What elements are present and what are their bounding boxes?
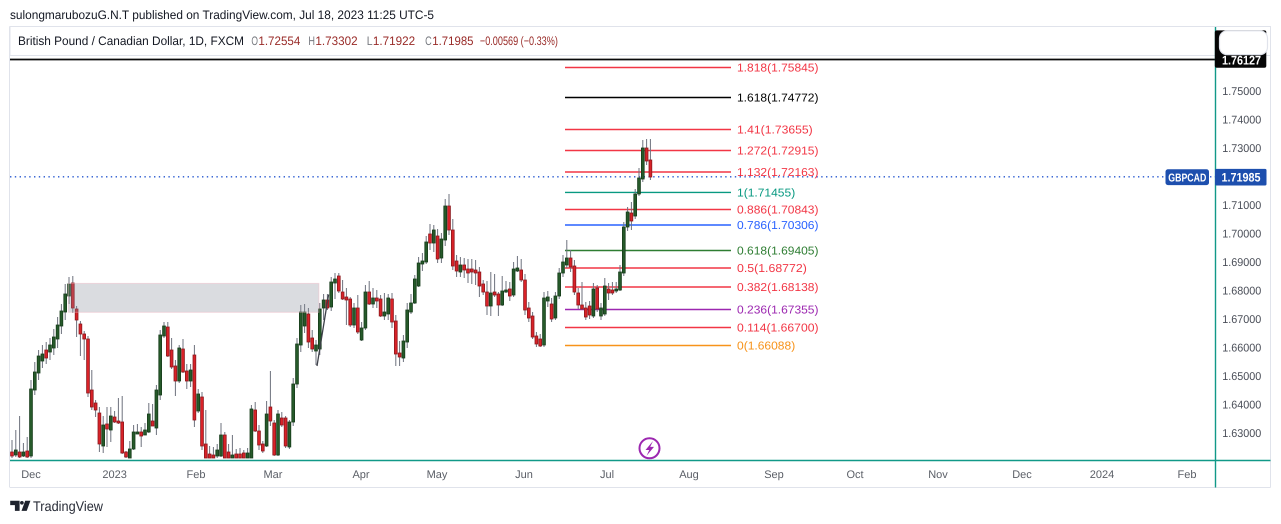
svg-text:1.69000: 1.69000 [1222, 257, 1261, 269]
svg-text:0.786(1.70306): 0.786(1.70306) [737, 220, 819, 232]
svg-text:TradingView: TradingView [33, 498, 104, 514]
svg-text:1.75000: 1.75000 [1222, 86, 1261, 98]
svg-text:Jul: Jul [600, 469, 614, 481]
svg-text:British Pound / Canadian Dolla: British Pound / Canadian Dollar, 1D, FXC… [18, 34, 244, 48]
svg-text:0.5(1.68772): 0.5(1.68772) [737, 263, 807, 275]
svg-text:Apr: Apr [352, 469, 369, 481]
svg-text:Dec: Dec [1012, 469, 1032, 481]
svg-text:1.71000: 1.71000 [1222, 200, 1261, 212]
svg-text:1.73000: 1.73000 [1222, 143, 1261, 155]
svg-text:Dec: Dec [21, 469, 41, 481]
svg-text:1.74000: 1.74000 [1222, 115, 1261, 127]
svg-text:1.71985: 1.71985 [432, 34, 473, 48]
svg-text:1.818(1.75845): 1.818(1.75845) [737, 63, 819, 75]
svg-text:Feb: Feb [1178, 469, 1197, 481]
svg-text:0(1.66088): 0(1.66088) [737, 341, 795, 353]
svg-text:1.132(1.72163): 1.132(1.72163) [737, 167, 819, 179]
svg-text:1.76127: 1.76127 [1222, 53, 1261, 67]
svg-text:Nov: Nov [928, 469, 948, 481]
svg-text:Jun: Jun [515, 469, 533, 481]
svg-text:GBPCAD: GBPCAD [1168, 172, 1206, 184]
svg-text:H: H [308, 34, 315, 48]
svg-text:Sep: Sep [764, 469, 784, 481]
svg-text:2024: 2024 [1090, 469, 1114, 481]
svg-text:1.63000: 1.63000 [1222, 428, 1261, 440]
svg-text:sulongmarubozuG.N.T published: sulongmarubozuG.N.T published on Trading… [10, 8, 434, 22]
svg-text:1.272(1.72915): 1.272(1.72915) [737, 146, 819, 158]
svg-text:−0.00569 (−0.33%): −0.00569 (−0.33%) [480, 34, 558, 48]
svg-text:Aug: Aug [679, 469, 699, 481]
svg-text:1.71922: 1.71922 [373, 34, 415, 48]
svg-text:1.64000: 1.64000 [1222, 399, 1261, 411]
svg-text:0.382(1.68138): 0.382(1.68138) [737, 282, 819, 294]
svg-text:1(1.71455): 1(1.71455) [737, 188, 795, 200]
svg-text:1.41(1.73655): 1.41(1.73655) [737, 125, 813, 137]
svg-text:1.71985: 1.71985 [1222, 171, 1261, 185]
svg-text:1.67000: 1.67000 [1222, 314, 1261, 326]
svg-text:1.618(1.74772): 1.618(1.74772) [737, 93, 819, 105]
svg-text:Mar: Mar [264, 469, 283, 481]
svg-text:1.72554: 1.72554 [258, 34, 300, 48]
svg-text:2023: 2023 [102, 469, 126, 481]
svg-text:1.70000: 1.70000 [1222, 229, 1261, 241]
svg-text:C: C [425, 34, 432, 48]
svg-text:1.65000: 1.65000 [1222, 371, 1261, 383]
svg-text:0.618(1.69405): 0.618(1.69405) [737, 246, 819, 258]
svg-text:L: L [367, 34, 373, 48]
svg-text:0.236(1.67355): 0.236(1.67355) [737, 305, 819, 317]
svg-text:0.114(1.66700): 0.114(1.66700) [737, 323, 819, 335]
svg-text:1.66000: 1.66000 [1222, 342, 1261, 354]
svg-text:1.68000: 1.68000 [1222, 285, 1261, 297]
svg-text:Feb: Feb [187, 469, 206, 481]
svg-text:Oct: Oct [846, 469, 863, 481]
svg-text:0.886(1.70843): 0.886(1.70843) [737, 205, 819, 217]
svg-text:May: May [427, 469, 448, 481]
svg-text:1.73302: 1.73302 [315, 34, 357, 48]
svg-text:O: O [251, 34, 258, 48]
